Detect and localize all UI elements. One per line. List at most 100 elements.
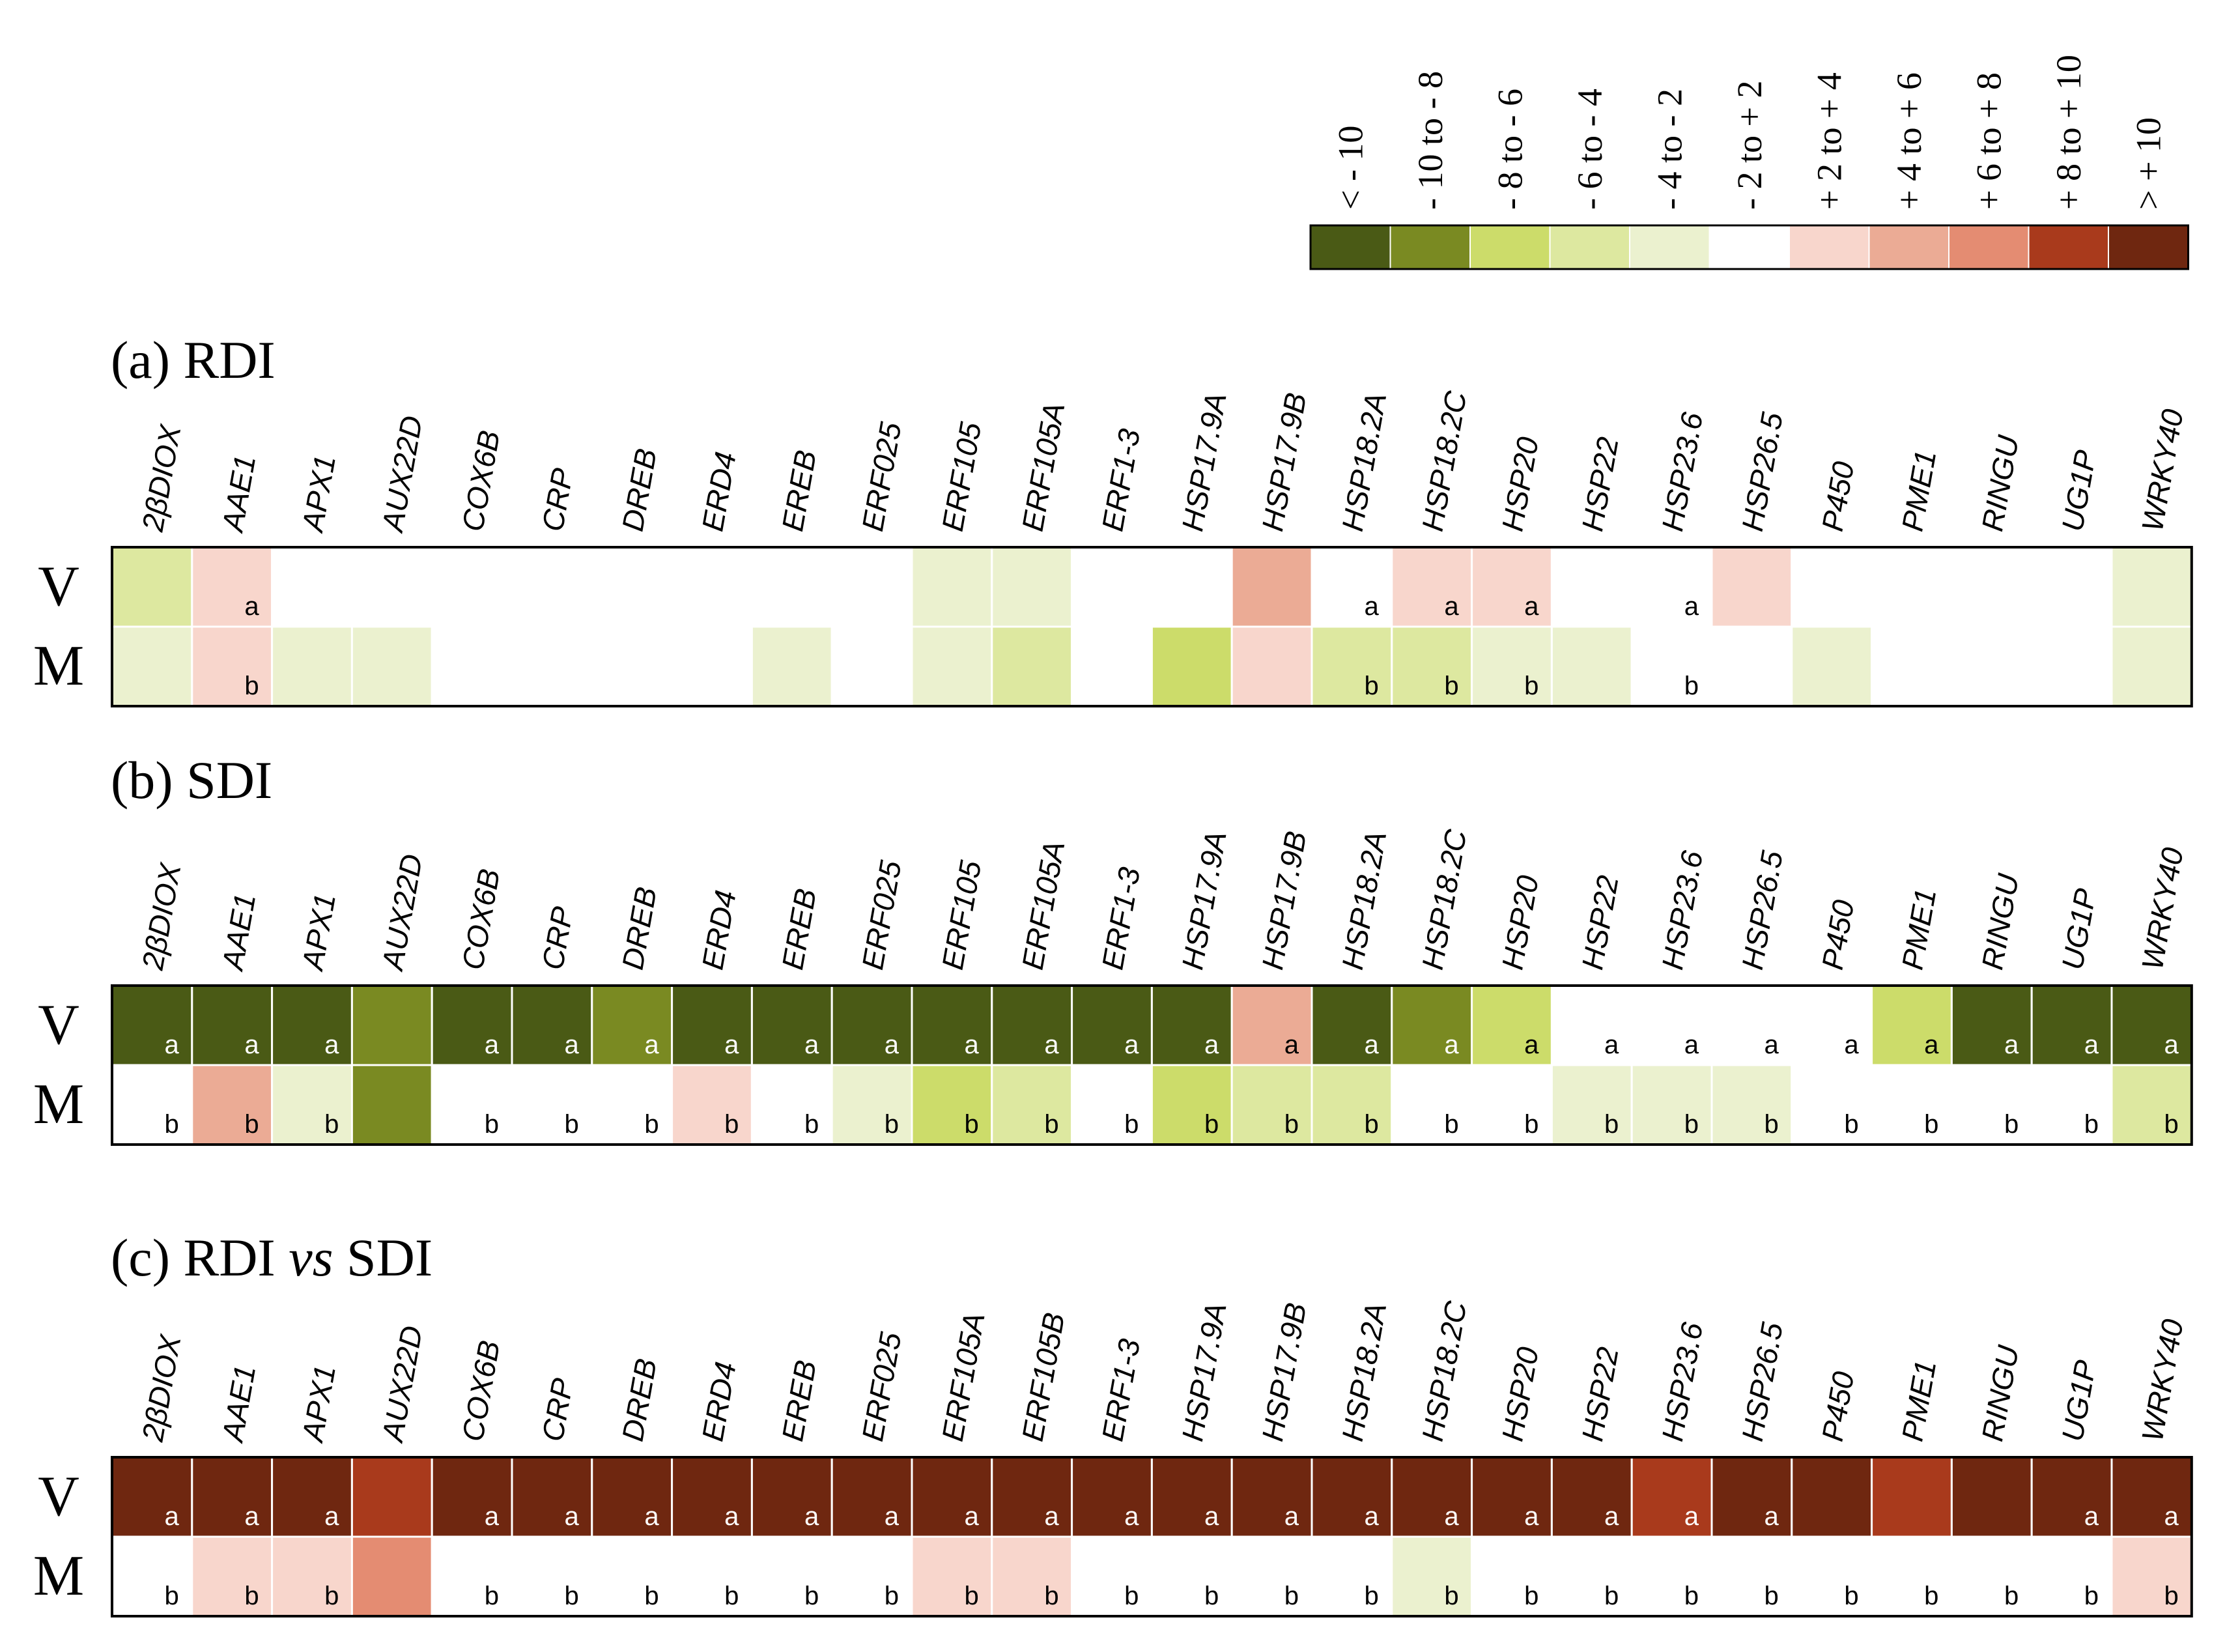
sig-letter-v-hsp20: a: [1524, 1502, 1539, 1531]
gene-label-aux22d: AUX22D: [375, 413, 429, 535]
cell-m-dreb: [591, 1535, 673, 1617]
cell-v-hsp22: [1550, 546, 1633, 628]
gene-label-2betadiox: 2βDIOX: [135, 1331, 188, 1444]
cell-m-hsp23-6: [1630, 1535, 1713, 1617]
row-label-m: M: [33, 1545, 84, 1608]
cell-m-hsp23-6: [1630, 1064, 1713, 1146]
cell-m-aae1: [191, 1535, 274, 1617]
sig-letter-v-ug1p: a: [2084, 1031, 2099, 1059]
gene-label-ereb: EREB: [775, 1358, 823, 1444]
cell-v-hsp18-2a: [1311, 1456, 1393, 1538]
gene-label-hsp17-9b: HSP17.9B: [1255, 829, 1313, 973]
panel-title-rdi-vs-sdi: (c) RDI vs SDI: [111, 1228, 432, 1287]
cell-m-erf105a: [911, 1535, 993, 1617]
cell-m-ug1p: [2030, 1535, 2113, 1617]
gene-label-ereb: EREB: [775, 886, 823, 972]
cell-v-2betadiox: [111, 984, 193, 1066]
cell-m-apx1: [271, 1064, 353, 1146]
sig-letter-m-erd4: b: [724, 1110, 739, 1139]
sig-letter-v-wrky40: a: [2164, 1031, 2179, 1059]
legend-swatch-4: [1629, 225, 1710, 270]
cell-m-pme1: [1871, 625, 1953, 707]
gene-label-erf105: ERF105: [935, 420, 988, 534]
sig-letter-v-ringu: a: [2004, 1031, 2019, 1059]
cell-m-p450: [1791, 625, 1873, 707]
sig-letter-m-erf1-3: b: [1124, 1582, 1139, 1610]
cell-v-hsp18-2c: [1391, 546, 1473, 628]
cell-m-crp: [511, 625, 593, 707]
sig-letter-m-hsp18-2a: b: [1365, 672, 1379, 700]
cell-m-pme1: [1871, 1535, 1953, 1617]
cell-m-ug1p: [2030, 625, 2113, 707]
sig-letter-m-pme1: b: [1924, 1110, 1938, 1139]
cell-v-erf105a: [911, 1456, 993, 1538]
sig-letter-v-erd4: a: [724, 1031, 739, 1059]
cell-v-ringu: [1950, 1456, 2033, 1538]
cell-v-hsp17-9a: [1150, 984, 1233, 1066]
sig-letter-v-dreb: a: [644, 1502, 659, 1531]
cell-m-p450: [1791, 1535, 1873, 1617]
cell-m-hsp18-2c: [1391, 1535, 1473, 1617]
sig-letter-v-hsp17-9b: a: [1284, 1031, 1299, 1059]
gene-label-2betadiox: 2βDIOX: [135, 421, 188, 534]
legend-swatch-0: [1310, 225, 1391, 270]
sig-letter-m-ringu: b: [2004, 1582, 2019, 1610]
sig-letter-m-wrky40: b: [2164, 1110, 2179, 1139]
legend-label-4: - 4 to - 2: [1650, 89, 1689, 210]
panel-rdi: (a) RDI 2βDIOX AAE1 APX1 AUX22D COX6B CRP DREB…: [33, 330, 2193, 707]
cell-v-hsp26-5: [1710, 1456, 1793, 1538]
gene-label-ringu: RINGU: [1975, 871, 2025, 973]
sig-letter-m-erf105: b: [965, 1110, 979, 1139]
cell-v-hsp20: [1471, 1456, 1553, 1538]
cell-v-hsp18-2c: [1391, 984, 1473, 1066]
sig-letter-v-erf105a: a: [965, 1502, 980, 1531]
cell-v-hsp22: [1550, 984, 1633, 1066]
cell-v-hsp22: [1550, 1456, 1633, 1538]
cell-m-erf1-3: [1071, 1064, 1153, 1146]
cell-v-hsp20: [1471, 546, 1553, 628]
cell-m-erf105a: [991, 625, 1073, 707]
gene-label-erd4: ERD4: [695, 449, 743, 534]
cell-v-cox6b: [431, 1456, 513, 1538]
gene-label-erf025: ERF025: [855, 420, 908, 534]
gene-label-erf1-3: ERF1-3: [1095, 1336, 1146, 1444]
gene-label-ringu: RINGU: [1975, 1343, 2025, 1444]
cell-v-aux22d: [350, 1456, 433, 1538]
row-label-v: V: [38, 993, 79, 1057]
cell-v-aae1: [191, 546, 274, 628]
sig-letter-m-hsp18-2a: b: [1365, 1110, 1379, 1139]
cell-m-erd4: [671, 1064, 753, 1146]
sig-letter-v-hsp18-2a: a: [1365, 1031, 1380, 1059]
sig-letter-v-apx1: a: [324, 1502, 339, 1531]
cell-v-2betadiox: [111, 1456, 193, 1538]
legend-label-6: + 2 to + 4: [1809, 72, 1849, 210]
sig-letter-m-aae1: b: [244, 672, 259, 700]
gene-label-erf105a: ERF105A: [935, 1310, 991, 1444]
gene-label-hsp23-6: HSP23.6: [1655, 848, 1709, 973]
cell-v-erf1-3: [1071, 1456, 1153, 1538]
gene-label-p450: P450: [1815, 459, 1861, 534]
cell-m-hsp17-9a: [1150, 1535, 1233, 1617]
sig-letter-v-cox6b: a: [485, 1031, 500, 1059]
cell-v-erf105a: [991, 984, 1073, 1066]
gene-label-hsp18-2c: HSP18.2C: [1415, 1298, 1473, 1444]
cell-m-hsp20: [1471, 625, 1553, 707]
sig-letter-m-hsp23-6: b: [1684, 1110, 1699, 1139]
sig-letter-m-hsp26-5: b: [1765, 1582, 1779, 1610]
cell-m-crp: [511, 1064, 593, 1146]
sig-letter-v-cox6b: a: [485, 1502, 500, 1531]
cell-m-cox6b: [431, 1535, 513, 1617]
cell-m-aae1: [191, 1064, 274, 1146]
sig-letter-v-aae1: a: [244, 1502, 259, 1531]
sig-letter-m-erf105a: b: [965, 1582, 979, 1610]
sig-letter-m-hsp18-2c: b: [1444, 1582, 1458, 1610]
cell-v-erd4: [671, 546, 753, 628]
cell-m-hsp17-9a: [1150, 1064, 1233, 1146]
sig-letter-v-hsp26-5: a: [1765, 1031, 1779, 1059]
gene-label-erf105b: ERF105B: [1015, 1310, 1071, 1444]
sig-letter-v-erf025: a: [885, 1031, 900, 1059]
gene-label-wrky40: WRKY40: [2135, 1317, 2190, 1444]
cell-v-ug1p: [2030, 546, 2113, 628]
sig-letter-m-p450: b: [1844, 1110, 1858, 1139]
